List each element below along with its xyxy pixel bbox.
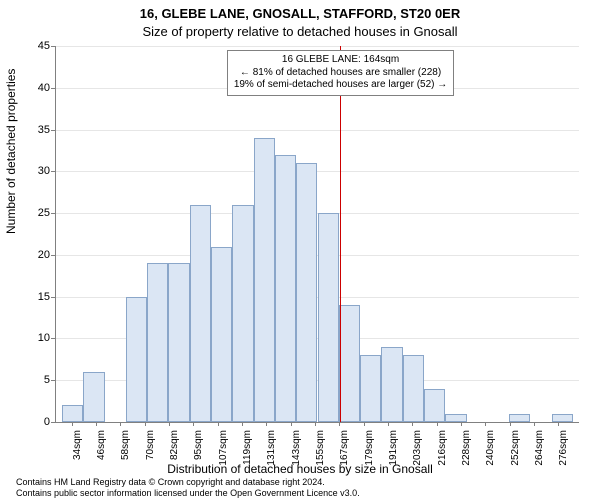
histogram-bar (232, 205, 253, 422)
x-tick-mark (96, 422, 97, 426)
x-tick-label: 70sqm (145, 430, 156, 470)
histogram-bar (445, 414, 466, 422)
y-tick-label: 10 (22, 332, 50, 344)
y-tick-mark (51, 171, 55, 172)
x-tick-label: 95sqm (193, 430, 204, 470)
y-tick-mark (51, 130, 55, 131)
annotation-line-1: 16 GLEBE LANE: 164sqm (234, 54, 447, 67)
y-tick-label: 5 (22, 374, 50, 386)
y-tick-label: 35 (22, 124, 50, 136)
x-tick-label: 240sqm (485, 430, 496, 470)
histogram-bar (147, 263, 168, 422)
x-tick-label: 191sqm (388, 430, 399, 470)
histogram-bar (381, 347, 402, 422)
chart-title-sub: Size of property relative to detached ho… (0, 24, 600, 39)
x-tick-mark (437, 422, 438, 426)
x-tick-mark (412, 422, 413, 426)
y-tick-label: 0 (22, 416, 50, 428)
reference-line (340, 46, 341, 422)
x-tick-label: 216sqm (437, 430, 448, 470)
x-tick-label: 34sqm (72, 430, 83, 470)
x-tick-label: 155sqm (315, 430, 326, 470)
y-tick-mark (51, 255, 55, 256)
histogram-bar (275, 155, 296, 422)
histogram-bar (318, 213, 339, 422)
footer-attribution: Contains HM Land Registry data © Crown c… (16, 477, 360, 498)
x-tick-mark (193, 422, 194, 426)
footer-line-2: Contains public sector information licen… (16, 488, 360, 498)
y-tick-label: 40 (22, 82, 50, 94)
y-tick-label: 25 (22, 207, 50, 219)
x-tick-mark (534, 422, 535, 426)
x-tick-mark (169, 422, 170, 426)
histogram-bar (62, 405, 83, 422)
x-tick-label: 119sqm (242, 430, 253, 470)
x-tick-mark (364, 422, 365, 426)
x-tick-label: 252sqm (510, 430, 521, 470)
histogram-bar (360, 355, 381, 422)
x-tick-mark (218, 422, 219, 426)
x-tick-label: 46sqm (96, 430, 107, 470)
annotation-line-3: 19% of semi-detached houses are larger (… (234, 79, 447, 92)
x-tick-label: 276sqm (558, 430, 569, 470)
y-tick-mark (51, 46, 55, 47)
x-tick-mark (510, 422, 511, 426)
histogram-bar (509, 414, 530, 422)
footer-line-1: Contains HM Land Registry data © Crown c… (16, 477, 360, 487)
x-tick-mark (72, 422, 73, 426)
x-tick-mark (266, 422, 267, 426)
x-tick-label: 131sqm (266, 430, 277, 470)
annotation-line-2: ← 81% of detached houses are smaller (22… (234, 67, 447, 80)
chart-title-main: 16, GLEBE LANE, GNOSALL, STAFFORD, ST20 … (0, 6, 600, 21)
x-tick-label: 107sqm (218, 430, 229, 470)
y-axis-label: Number of detached properties (4, 69, 18, 234)
histogram-bar (211, 247, 232, 422)
x-tick-label: 58sqm (120, 430, 131, 470)
x-tick-mark (315, 422, 316, 426)
gridline (56, 171, 579, 172)
x-tick-mark (461, 422, 462, 426)
histogram-bar (190, 205, 211, 422)
x-tick-mark (339, 422, 340, 426)
y-tick-mark (51, 380, 55, 381)
y-tick-mark (51, 213, 55, 214)
x-tick-label: 228sqm (461, 430, 472, 470)
x-tick-mark (388, 422, 389, 426)
x-tick-mark (145, 422, 146, 426)
histogram-bar (168, 263, 189, 422)
histogram-bar (424, 389, 445, 422)
plot-area: 16 GLEBE LANE: 164sqm← 81% of detached h… (55, 46, 579, 423)
gridline (56, 46, 579, 47)
x-tick-label: 179sqm (364, 430, 375, 470)
y-tick-mark (51, 88, 55, 89)
y-tick-label: 15 (22, 291, 50, 303)
gridline (56, 130, 579, 131)
y-tick-mark (51, 297, 55, 298)
x-tick-label: 143sqm (291, 430, 302, 470)
histogram-bar (126, 297, 147, 422)
x-tick-mark (291, 422, 292, 426)
x-tick-mark (120, 422, 121, 426)
x-tick-label: 82sqm (169, 430, 180, 470)
histogram-bar (403, 355, 424, 422)
y-tick-mark (51, 338, 55, 339)
histogram-bar (296, 163, 317, 422)
histogram-bar (552, 414, 573, 422)
x-tick-label: 203sqm (412, 430, 423, 470)
histogram-bar (83, 372, 104, 422)
x-tick-label: 167sqm (339, 430, 350, 470)
y-tick-label: 45 (22, 40, 50, 52)
histogram-bar (339, 305, 360, 422)
histogram-bar (254, 138, 275, 422)
x-tick-mark (485, 422, 486, 426)
y-tick-mark (51, 422, 55, 423)
x-tick-label: 264sqm (534, 430, 545, 470)
y-tick-label: 30 (22, 165, 50, 177)
y-tick-label: 20 (22, 249, 50, 261)
annotation-box: 16 GLEBE LANE: 164sqm← 81% of detached h… (227, 50, 454, 96)
x-tick-mark (558, 422, 559, 426)
x-tick-mark (242, 422, 243, 426)
